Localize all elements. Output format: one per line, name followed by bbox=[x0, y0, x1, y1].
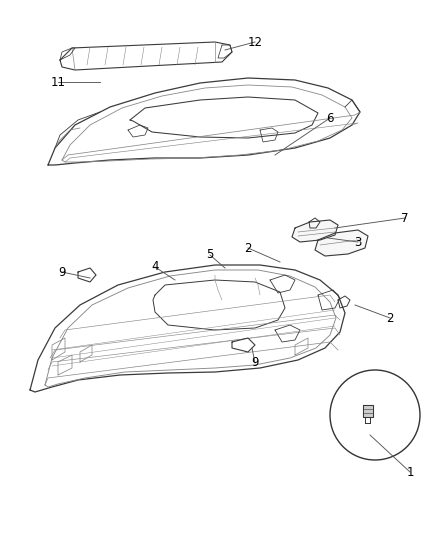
Text: 7: 7 bbox=[401, 212, 409, 224]
Text: 5: 5 bbox=[206, 248, 214, 262]
Text: 4: 4 bbox=[151, 261, 159, 273]
Polygon shape bbox=[363, 405, 373, 417]
Text: 3: 3 bbox=[354, 236, 362, 248]
Text: 1: 1 bbox=[406, 465, 414, 479]
Polygon shape bbox=[315, 230, 368, 256]
Text: 11: 11 bbox=[50, 76, 66, 88]
Text: 9: 9 bbox=[58, 265, 66, 279]
Text: 12: 12 bbox=[247, 36, 262, 49]
Polygon shape bbox=[292, 220, 338, 242]
Text: 9: 9 bbox=[251, 357, 259, 369]
Text: 2: 2 bbox=[386, 311, 394, 325]
Circle shape bbox=[330, 370, 420, 460]
Text: 6: 6 bbox=[326, 111, 334, 125]
Text: 2: 2 bbox=[244, 241, 252, 254]
